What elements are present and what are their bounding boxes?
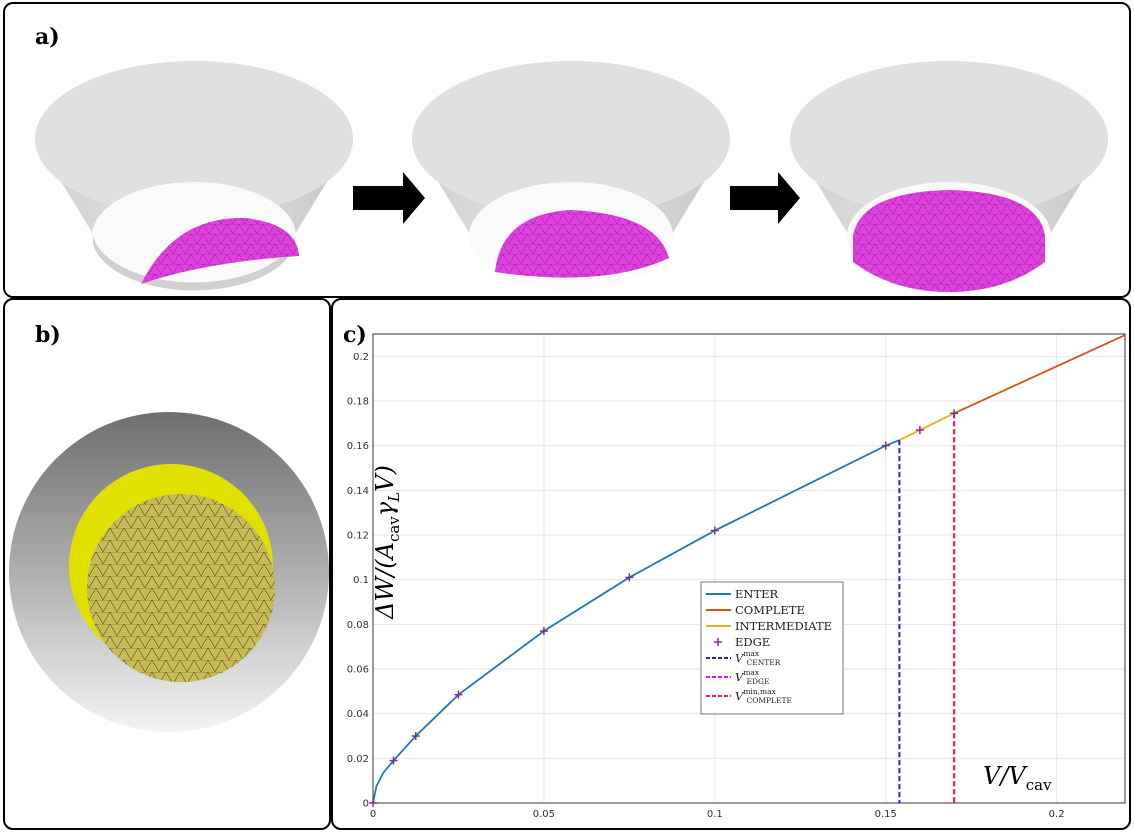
legend-entry: COMPLETE [706, 603, 805, 617]
y-tick-label: 0.18 [347, 397, 369, 408]
legend-entry: Vmax CENTER [706, 649, 781, 667]
legend-box [700, 581, 844, 715]
legend-label: Vmax EDGE [735, 668, 770, 686]
x-axis-label: V/Vcav [983, 762, 1052, 794]
cavity-sequence [35, 61, 1108, 292]
y-tick-label: 0.02 [347, 754, 369, 765]
panel-a: a) [3, 2, 1131, 298]
legend-label: INTERMEDIATE [735, 619, 832, 633]
cavity-stage-2 [412, 61, 730, 290]
panel-b-label: b) [35, 322, 61, 348]
legend-entry: ENTER [706, 587, 779, 601]
edge-marker [710, 526, 719, 535]
legend-entry: INTERMEDIATE [706, 619, 832, 633]
y-tick-label: 0.12 [347, 531, 369, 542]
legend-label: ENTER [735, 587, 779, 601]
edge-marker [950, 409, 959, 418]
panel-c: c) 0 0.05 0.1 0.15 0.2 0 0.02 0.04 0.06 0.08 0.1 0.… [331, 298, 1131, 830]
y-tick-label: 0.04 [347, 709, 369, 720]
x-tick-label: 0.1 [707, 809, 723, 820]
y-tick-label: 0.08 [347, 620, 369, 631]
legend-label: COMPLETE [735, 603, 805, 617]
y-tick-label: 0.1 [353, 575, 369, 586]
edge-markers [369, 409, 959, 807]
axis-ticks: 0 0.05 0.1 0.15 0.2 0 0.02 0.04 0.06 0.08 0.1 0.12 0… [347, 352, 1065, 820]
y-tick-label: 0 [363, 799, 369, 810]
cavity-stage-3 [790, 61, 1108, 292]
arrow-2 [730, 172, 800, 224]
cavity-stage-1 [35, 61, 353, 291]
panel-c-label: c) [343, 322, 367, 348]
work-vs-volume-chart: 0 0.05 0.1 0.15 0.2 0 0.02 0.04 0.06 0.08 0.1 0.12 0… [347, 333, 1126, 820]
edge-marker [881, 441, 890, 450]
series-intermediate [899, 412, 955, 441]
legend-entry: Vmax EDGE [706, 668, 770, 686]
ylabel-mid: γ [371, 501, 399, 516]
series-layer [372, 334, 1126, 804]
chart-grid [372, 334, 1125, 804]
y-axis-label: ΔW/(AcavγLV) [371, 465, 403, 620]
edge-marker [389, 756, 398, 765]
legend-label: EDGE [735, 635, 770, 649]
y-tick-label: 0.14 [347, 486, 369, 497]
arrow-1 [353, 172, 425, 224]
legend-label: Vmax CENTER [735, 649, 781, 667]
ylabel-sub2: L [385, 492, 403, 503]
series-complete [953, 334, 1126, 415]
xlabel-main: V/V [983, 762, 1028, 790]
legend-entry: EDGE [714, 635, 770, 649]
edge-marker [411, 732, 420, 740]
edge-marker [454, 690, 463, 699]
ylabel-suffix: V) [371, 465, 399, 492]
legend-label: Vmin,max COMPLETE [735, 687, 792, 705]
panel-a-label: a) [35, 24, 60, 50]
legend-entry: Vmin,max COMPLETE [706, 687, 792, 705]
edge-marker [369, 799, 377, 807]
x-tick-label: 0.05 [533, 809, 555, 820]
plot-frame [372, 333, 1126, 804]
x-tick-label: 0.15 [875, 809, 897, 820]
panel-b: b) [3, 298, 331, 830]
edge-marker [539, 627, 548, 636]
x-tick-label: 0.2 [1049, 809, 1065, 820]
ylabel-prefix: ΔW/(A [371, 542, 399, 620]
edge-marker [915, 426, 924, 435]
y-tick-label: 0.06 [347, 665, 369, 676]
series-enter [372, 439, 900, 804]
y-tick-label: 0.16 [347, 441, 369, 452]
vline-layer [898, 413, 956, 803]
y-tick-label: 0.2 [353, 352, 369, 363]
ylabel-sub1: cav [385, 516, 403, 542]
xlabel-sub: cav [1026, 776, 1052, 794]
x-tick-label: 0 [370, 809, 376, 820]
top-view [9, 412, 329, 732]
edge-marker [625, 573, 634, 582]
